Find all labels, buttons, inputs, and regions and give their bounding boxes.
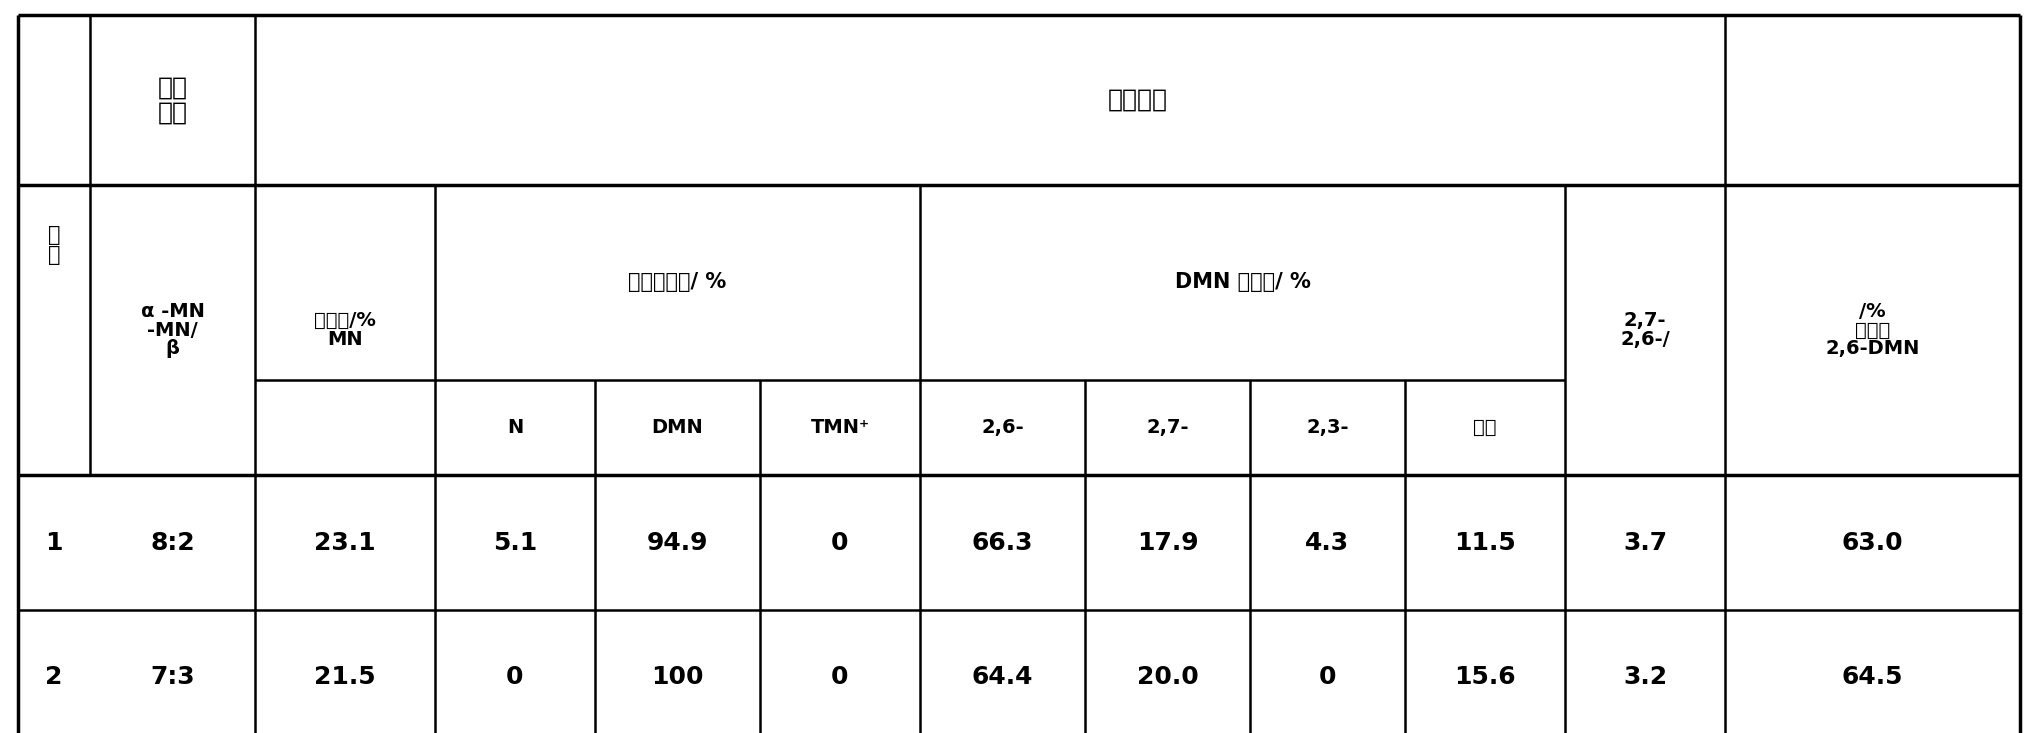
Text: 5.1: 5.1: [493, 531, 538, 554]
Text: 2: 2: [45, 666, 63, 690]
Text: 7:3: 7:3: [151, 666, 196, 690]
Text: 4.3: 4.3: [1306, 531, 1349, 554]
Text: 产物选择性/ %: 产物选择性/ %: [628, 273, 728, 292]
Text: 反应结果: 反应结果: [1107, 88, 1168, 112]
Text: 2,3-: 2,3-: [1306, 418, 1349, 437]
Text: 23.1: 23.1: [314, 531, 375, 554]
Text: β: β: [165, 339, 179, 358]
Text: 0: 0: [832, 531, 848, 554]
Text: 0: 0: [1319, 666, 1337, 690]
Text: 100: 100: [652, 666, 703, 690]
Text: 1: 1: [45, 531, 63, 554]
Text: 号: 号: [47, 225, 61, 245]
Text: MN: MN: [328, 330, 363, 349]
Text: 2,7-: 2,7-: [1624, 311, 1667, 330]
Text: DMN 的分布/ %: DMN 的分布/ %: [1174, 273, 1310, 292]
Text: 2,6-: 2,6-: [980, 418, 1023, 437]
Text: TMN⁺: TMN⁺: [811, 418, 870, 437]
Text: 8:2: 8:2: [151, 531, 196, 554]
Text: N: N: [507, 418, 524, 437]
Text: /%: /%: [1859, 301, 1885, 320]
Text: 17.9: 17.9: [1137, 531, 1198, 554]
Text: 0: 0: [505, 666, 524, 690]
Text: 66.3: 66.3: [972, 531, 1033, 554]
Text: 转化率/%: 转化率/%: [314, 311, 375, 330]
Text: 其它: 其它: [1473, 418, 1496, 437]
Text: 3.2: 3.2: [1622, 666, 1667, 690]
Text: 组成: 组成: [157, 75, 187, 100]
Text: 64.5: 64.5: [1842, 666, 1903, 690]
Text: 2,7-: 2,7-: [1145, 418, 1188, 437]
Text: 选择性: 选择性: [1855, 320, 1889, 339]
Text: 0: 0: [832, 666, 848, 690]
Text: 2,6-DMN: 2,6-DMN: [1826, 339, 1920, 358]
Text: 15.6: 15.6: [1455, 666, 1516, 690]
Text: 2,6-/: 2,6-/: [1620, 330, 1669, 349]
Text: 序: 序: [47, 245, 61, 265]
Text: 11.5: 11.5: [1455, 531, 1516, 554]
Text: 94.9: 94.9: [646, 531, 709, 554]
Text: 64.4: 64.4: [972, 666, 1033, 690]
Text: α -MN: α -MN: [141, 301, 204, 320]
Text: 21.5: 21.5: [314, 666, 375, 690]
Text: -MN/: -MN/: [147, 320, 198, 339]
Text: 原料: 原料: [157, 100, 187, 124]
Text: DMN: DMN: [652, 418, 703, 437]
Text: 3.7: 3.7: [1622, 531, 1667, 554]
Text: 63.0: 63.0: [1842, 531, 1903, 554]
Text: 20.0: 20.0: [1137, 666, 1198, 690]
